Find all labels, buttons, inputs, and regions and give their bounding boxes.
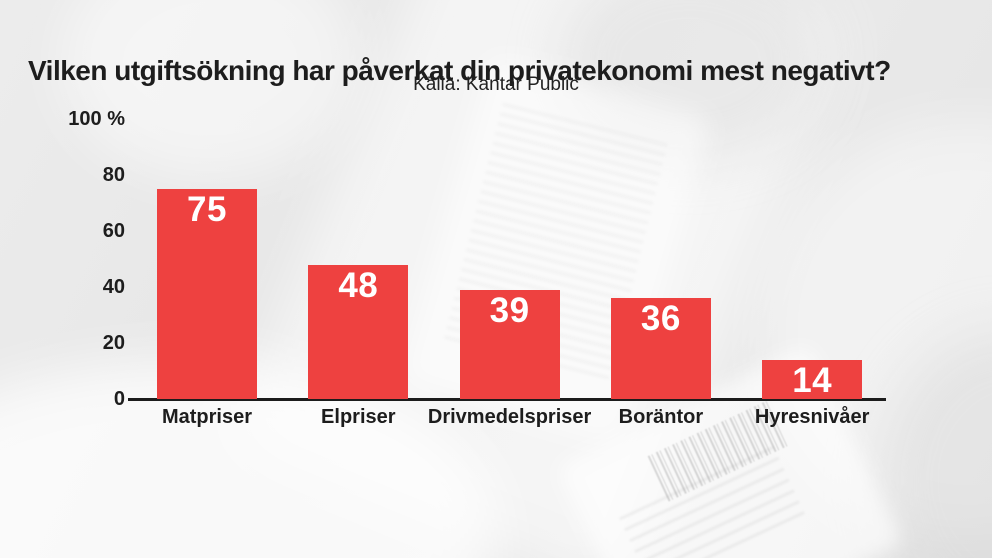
y-tick-label-60: 60 — [102, 220, 125, 242]
bar-label-matpriser: Matpriser — [161, 406, 253, 428]
bar-hyresniv-er: 14 — [762, 359, 863, 400]
x-axis-line — [128, 398, 886, 401]
bar-value: 48 — [338, 265, 379, 305]
chart-source: Källa: Kantar Public — [413, 74, 579, 95]
chart-title: Vilken utgiftsökning har påverkat din pr… — [28, 54, 891, 86]
y-tick-label-20: 20 — [102, 332, 125, 354]
bar-value: 75 — [187, 190, 227, 229]
bar-elpriser: 48 — [308, 264, 409, 399]
bar-label-bor-ntor: Boräntor — [618, 406, 704, 428]
bar-label-drivmedelspriser: Drivmedelspriser — [427, 406, 592, 428]
y-tick-label-40: 40 — [102, 276, 125, 298]
y-tick-label-100: 100 % — [68, 108, 125, 130]
bar-value: 14 — [792, 360, 833, 400]
bar-label-elpriser: Elpriser — [321, 406, 396, 428]
bar-value: 39 — [489, 290, 530, 330]
bar-label-hyresniv-er: Hyresnivåer — [754, 406, 870, 428]
bar-value: 36 — [640, 299, 681, 339]
y-tick-label-80: 80 — [102, 164, 125, 186]
y-tick-label-0: 0 — [113, 388, 125, 410]
bar-drivmedelspriser: 39 — [459, 289, 560, 399]
bar-bor-ntor: 36 — [610, 298, 711, 399]
bar-matpriser: 75 — [157, 189, 257, 399]
